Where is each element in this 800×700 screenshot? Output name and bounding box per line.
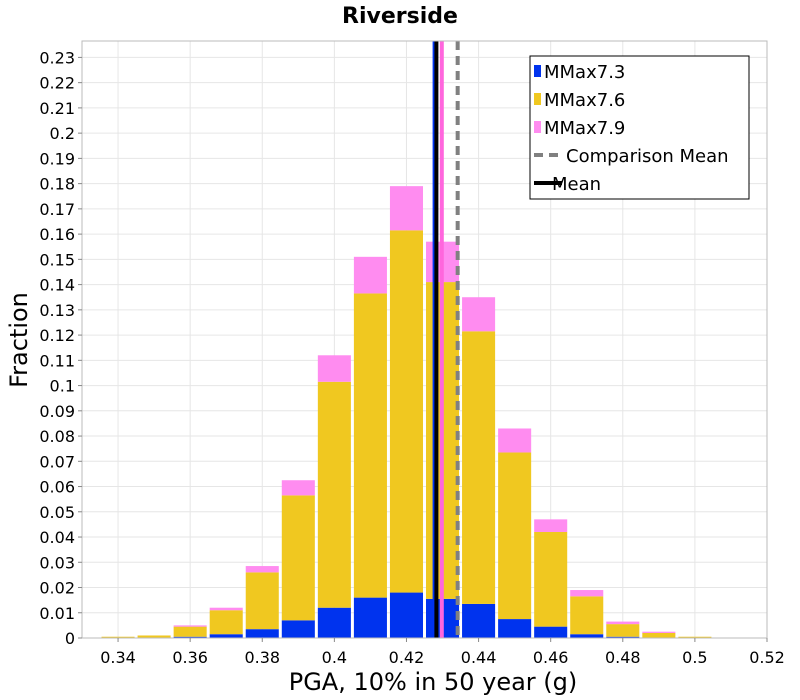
bar-mmax73-bin-11 [498,619,532,638]
y-tick-label: 0.03 [39,553,75,572]
x-tick-label: 0.5 [682,648,707,667]
y-tick-label: 0.01 [39,604,75,623]
y-tick-label: 0.07 [39,452,75,471]
bar-mmax79-bin-13 [570,590,604,597]
bar-mmax79-bin-7 [353,256,387,294]
y-tick-label: 0.14 [39,276,75,295]
bar-mmax73-bin-14 [606,636,640,638]
y-tick-label: 0.15 [39,250,75,269]
x-tick-label: 0.36 [172,648,208,667]
y-tick-label: 0.18 [39,175,75,194]
x-tick-label: 0.38 [244,648,280,667]
y-tick-label: 0.22 [39,74,75,93]
bar-mmax76-bin-12 [534,531,568,627]
x-tick-label: 0.4 [322,648,347,667]
bar-mmax76-bin-5 [281,495,315,621]
y-tick-label: 0.12 [39,326,75,345]
bar-mmax79-bin-10 [462,297,496,332]
y-tick-label: 0.05 [39,503,75,522]
y-tick-label: 0.21 [39,99,75,118]
bar-mmax73-bin-12 [534,626,568,638]
bar-mmax79-bin-8 [389,186,423,231]
bar-mmax73-bin-6 [317,607,351,638]
x-tick-label: 0.48 [605,648,641,667]
bar-mmax73-bin-10 [462,603,496,638]
bar-mmax79-bin-5 [281,480,315,496]
bar-mmax79-bin-12 [534,519,568,532]
y-tick-label: 0.04 [39,528,75,547]
legend-swatch-mmax7-6 [534,93,541,105]
bar-mmax73-bin-13 [570,634,604,638]
legend-swatch-mmax7-3 [534,65,541,77]
y-tick-label: 0.06 [39,478,75,497]
bar-mmax76-bin-7 [353,293,387,598]
y-tick-label: 0.16 [39,225,75,244]
bar-mmax73-bin-7 [353,597,387,638]
bar-mmax79-bin-2 [173,625,207,627]
chart-title: Riverside [342,4,458,29]
x-tick-label: 0.42 [389,648,425,667]
bar-mmax79-bin-11 [498,428,532,453]
y-tick-label: 0.11 [39,351,75,370]
bar-mmax76-bin-2 [173,626,207,637]
bar-mmax73-bin-4 [245,629,279,638]
bar-mmax79-bin-4 [245,566,279,573]
bar-mmax76-bin-10 [462,331,496,604]
bar-mmax73-bin-5 [281,620,315,638]
legend-label-mmax7-3: MMax7.3 [544,62,625,83]
x-tick-label: 0.44 [461,648,497,667]
bar-mmax79-bin-15 [642,631,676,633]
x-tick-label: 0.34 [100,648,136,667]
y-tick-label: 0.09 [39,402,75,421]
y-tick-label: 0.19 [39,149,75,168]
y-tick-label: 0 [65,629,75,648]
bar-mmax76-bin-3 [209,610,243,635]
x-tick-label: 0.46 [533,648,569,667]
legend-label-mmax7-6: MMax7.6 [544,90,625,111]
bar-mmax76-bin-13 [570,596,604,635]
bar-mmax73-bin-2 [173,636,207,638]
x-tick-label: 0.52 [749,648,785,667]
legend-label-comparison-mean: Comparison Mean [566,146,729,167]
bar-mmax79-bin-3 [209,607,243,611]
legend-label-mean: Mean [552,174,601,195]
bar-mmax76-bin-1 [137,635,171,638]
bar-mmax79-bin-14 [606,621,640,625]
bar-mmax76-bin-8 [389,230,423,593]
bar-mmax76-bin-15 [642,632,676,638]
legend: MMax7.3 MMax7.6 MMax7.9 Comparison Mean Mean [529,55,750,200]
bar-mmax76-bin-11 [498,452,532,620]
bar-mmax73-bin-3 [209,634,243,638]
bar-mmax76-bin-0 [101,636,135,638]
y-tick-label: 0.2 [50,124,75,143]
legend-box [529,55,750,200]
y-tick-label: 0.02 [39,579,75,598]
y-axis-label: Fraction [5,292,33,388]
legend-label-mmax7-9: MMax7.9 [544,118,625,139]
bar-mmax73-bin-8 [389,592,423,638]
legend-swatch-mmax7-9 [534,121,541,133]
bar-mmax76-bin-4 [245,572,279,630]
bar-mmax76-bin-14 [606,624,640,637]
y-tick-label: 0.08 [39,427,75,446]
y-tick-label: 0.1 [50,377,75,396]
plot-frame [81,40,768,639]
y-tick-label: 0.13 [39,301,75,320]
bar-mmax79-bin-6 [317,355,351,382]
x-axis-label: PGA, 10% in 50 year (g) [289,668,578,696]
bar-mmax76-bin-16 [678,636,712,638]
bar-mmax76-bin-6 [317,381,351,608]
y-tick-label: 0.23 [39,48,75,67]
y-tick-label: 0.17 [39,200,75,219]
